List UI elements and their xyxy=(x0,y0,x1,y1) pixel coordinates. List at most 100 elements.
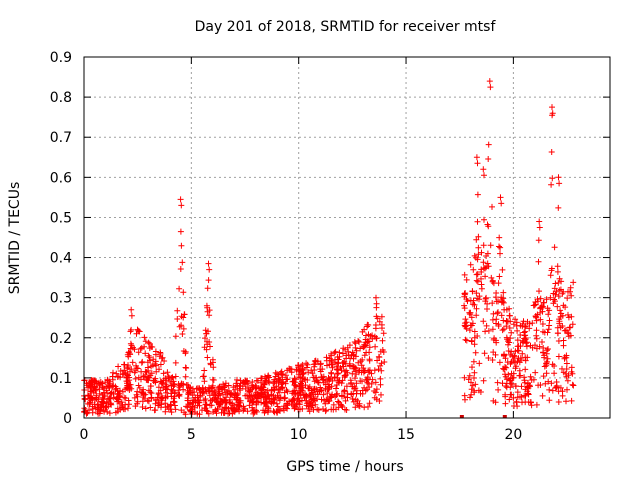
data-point xyxy=(480,242,487,249)
data-point xyxy=(302,391,309,398)
data-point xyxy=(165,373,172,380)
data-point xyxy=(219,385,226,392)
data-point xyxy=(560,337,567,344)
data-point xyxy=(86,383,93,390)
data-point xyxy=(124,382,131,389)
data-point xyxy=(216,390,223,397)
x-tick-label: 0 xyxy=(80,427,89,443)
data-point xyxy=(191,389,198,396)
data-point xyxy=(154,394,161,401)
data-point xyxy=(175,387,182,394)
data-point xyxy=(521,374,528,381)
data-point xyxy=(258,399,265,406)
data-point xyxy=(140,390,147,397)
data-point xyxy=(108,401,115,408)
data-point xyxy=(480,166,487,173)
data-point xyxy=(168,382,175,389)
data-point xyxy=(567,284,574,291)
data-point xyxy=(210,377,217,383)
data-point xyxy=(497,244,504,251)
data-point xyxy=(480,377,487,384)
data-point xyxy=(368,380,375,387)
data-point xyxy=(237,382,244,389)
data-point xyxy=(224,390,231,397)
data-point xyxy=(468,314,475,321)
data-point xyxy=(179,259,186,266)
data-point xyxy=(546,397,553,404)
data-point xyxy=(202,386,209,393)
data-point xyxy=(557,307,564,314)
data-point xyxy=(485,355,492,361)
data-point xyxy=(84,392,91,399)
data-point xyxy=(176,285,183,292)
data-point xyxy=(92,383,98,390)
data-point xyxy=(489,300,496,307)
data-point xyxy=(109,383,116,390)
data-point xyxy=(550,300,557,307)
data-point xyxy=(469,364,475,371)
data-point xyxy=(335,404,342,411)
y-axis-label: SRMTID / TECUs xyxy=(7,182,23,295)
plot-frame xyxy=(83,56,611,419)
data-point xyxy=(158,395,164,402)
data-point xyxy=(314,406,321,413)
data-point xyxy=(153,362,160,369)
data-point xyxy=(469,320,476,327)
data-point xyxy=(541,329,548,336)
data-point xyxy=(353,347,360,354)
data-point xyxy=(201,344,208,351)
data-point xyxy=(474,160,481,167)
data-point xyxy=(557,324,564,331)
data-point xyxy=(276,389,283,396)
data-point xyxy=(253,407,259,414)
data-point xyxy=(114,374,121,380)
data-point xyxy=(177,266,184,272)
data-point xyxy=(535,258,542,265)
data-point xyxy=(273,400,280,407)
data-point xyxy=(493,298,500,305)
data-point xyxy=(263,399,270,406)
data-point xyxy=(544,355,551,362)
data-point xyxy=(145,398,152,405)
data-point xyxy=(104,408,111,415)
data-point xyxy=(342,397,349,404)
data-point xyxy=(311,361,317,368)
data-point xyxy=(209,384,215,391)
data-point xyxy=(335,398,341,405)
data-point xyxy=(483,322,490,329)
data-point xyxy=(124,385,131,392)
data-point xyxy=(171,402,178,409)
data-point xyxy=(223,399,230,406)
data-point xyxy=(543,296,550,303)
data-point xyxy=(135,382,142,389)
y-tick-label: 0.3 xyxy=(50,291,72,307)
data-point xyxy=(501,366,508,373)
data-point xyxy=(319,374,325,381)
data-point xyxy=(496,234,503,241)
data-point xyxy=(142,405,149,412)
data-point xyxy=(225,410,232,417)
data-point xyxy=(267,399,274,405)
data-point xyxy=(554,263,561,270)
data-point xyxy=(215,400,222,407)
data-point xyxy=(364,374,371,381)
data-point xyxy=(178,242,185,249)
data-point xyxy=(155,384,162,391)
data-point xyxy=(551,285,558,292)
data-point xyxy=(366,338,372,345)
data-point xyxy=(471,375,477,381)
data-point xyxy=(128,366,135,373)
data-point xyxy=(553,288,560,295)
data-point xyxy=(178,322,185,329)
data-point xyxy=(312,374,318,381)
data-point xyxy=(555,174,562,181)
data-point xyxy=(174,316,181,322)
data-point xyxy=(231,408,238,415)
data-point xyxy=(557,384,564,391)
data-point xyxy=(557,313,564,320)
data-point xyxy=(172,406,179,413)
data-point xyxy=(131,369,138,376)
data-point xyxy=(481,350,488,357)
data-point xyxy=(378,367,385,374)
data-point xyxy=(522,357,529,364)
